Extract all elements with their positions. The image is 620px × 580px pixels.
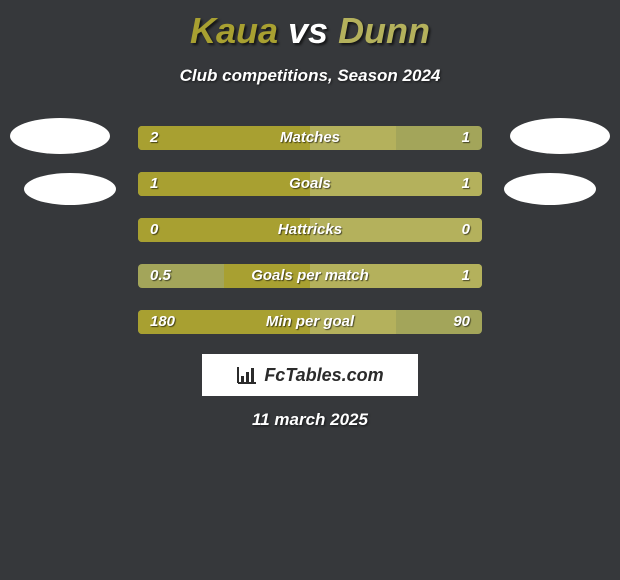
- stat-value-right: 0: [462, 218, 470, 242]
- stat-row: 21Matches: [138, 126, 482, 150]
- stat-row: 0.51Goals per match: [138, 264, 482, 288]
- brand-chart-icon: [236, 365, 258, 385]
- stat-row: 11Goals: [138, 172, 482, 196]
- stat-value-right: 90: [453, 310, 470, 334]
- player1-avatar-placeholder: [10, 118, 110, 154]
- player2-avatar-placeholder: [510, 118, 610, 154]
- date-label: 11 march 2025: [0, 410, 620, 430]
- stat-row: 00Hattricks: [138, 218, 482, 242]
- subtitle: Club competitions, Season 2024: [0, 66, 620, 86]
- brand-text: FcTables.com: [264, 365, 383, 386]
- vs-separator: vs: [288, 10, 328, 51]
- player1-name: Kaua: [190, 10, 278, 51]
- comparison-title: Kaua vs Dunn: [0, 0, 620, 52]
- stat-row: 18090Min per goal: [138, 310, 482, 334]
- player2-club-placeholder: [504, 173, 596, 205]
- stat-value-right: 1: [462, 172, 470, 196]
- stat-value-left: 180: [150, 310, 175, 334]
- player1-club-placeholder: [24, 173, 116, 205]
- stat-value-left: 1: [150, 172, 158, 196]
- stat-value-left: 2: [150, 126, 158, 150]
- stat-value-left: 0: [150, 218, 158, 242]
- brand-badge: FcTables.com: [202, 354, 418, 396]
- stat-value-right: 1: [462, 264, 470, 288]
- stats-bars: 21Matches11Goals00Hattricks0.51Goals per…: [138, 126, 482, 356]
- player2-name: Dunn: [338, 10, 430, 51]
- stat-value-left: 0.5: [150, 264, 171, 288]
- stat-value-right: 1: [462, 126, 470, 150]
